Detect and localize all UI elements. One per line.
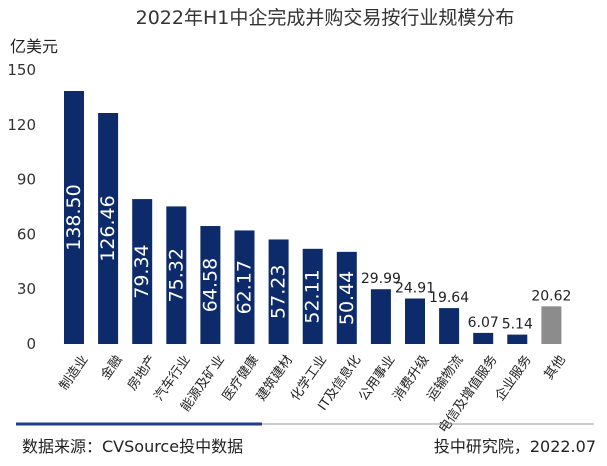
bar — [541, 306, 562, 344]
bar-value-label: 138.50 — [63, 184, 85, 250]
bar-series — [64, 91, 562, 345]
bar-value-label: 75.32 — [165, 248, 187, 302]
bar — [200, 226, 221, 344]
credit-note: 投中研究院，2022.07 — [434, 437, 596, 456]
bar-value-label: 52.11 — [302, 269, 324, 323]
bar — [370, 289, 391, 344]
bar — [64, 91, 84, 344]
bar — [336, 251, 357, 344]
x-tick-label: 其他 — [542, 353, 569, 383]
bar-value-label: 79.34 — [131, 244, 153, 298]
bar-value-label: 126.46 — [97, 195, 119, 261]
data-labels: 138.50 126.46 79.34 75.32 64.58 62.17 57.23 52.… — [63, 184, 571, 332]
bar-value-label: 6.07 — [468, 315, 499, 331]
bar-value-label: 19.64 — [429, 290, 469, 306]
bar-value-label: 20.62 — [531, 288, 571, 304]
bar — [405, 298, 425, 344]
source-note: 数据来源：CVSource投中数据 — [22, 437, 243, 456]
x-tick-label: 制造业 — [57, 353, 92, 394]
bar — [268, 239, 289, 344]
bar-value-label: 5.14 — [502, 317, 533, 333]
chart-title: 2022年H1中企完成并购交易按行业规模分布 — [136, 7, 515, 29]
y-tick-label: 150 — [7, 61, 36, 79]
x-tick-label: 房地产 — [124, 352, 159, 393]
bar-value-label: 57.23 — [268, 265, 290, 319]
bar — [98, 112, 119, 345]
y-axis-ticks: 0 30 60 90 120 150 — [7, 61, 36, 353]
x-tick-label: 金融 — [98, 352, 126, 382]
bar-value-label: 50.44 — [336, 271, 358, 325]
y-tick-label: 0 — [26, 335, 36, 353]
bar — [132, 199, 153, 344]
y-tick-label: 120 — [7, 116, 36, 134]
y-tick-label: 30 — [17, 280, 36, 298]
bar — [166, 206, 187, 344]
bar-value-label: 29.99 — [361, 271, 401, 287]
bar — [439, 308, 460, 344]
bar-value-label: 64.58 — [199, 258, 221, 312]
bar — [473, 332, 494, 344]
y-tick-label: 90 — [17, 171, 36, 189]
bar — [302, 248, 323, 344]
bar — [507, 334, 528, 344]
y-tick-label: 60 — [17, 225, 36, 243]
bar-value-label: 62.17 — [234, 260, 256, 314]
y-axis-unit-label: 亿美元 — [10, 37, 58, 56]
bar-value-label: 24.91 — [395, 280, 435, 296]
bar — [234, 230, 255, 344]
